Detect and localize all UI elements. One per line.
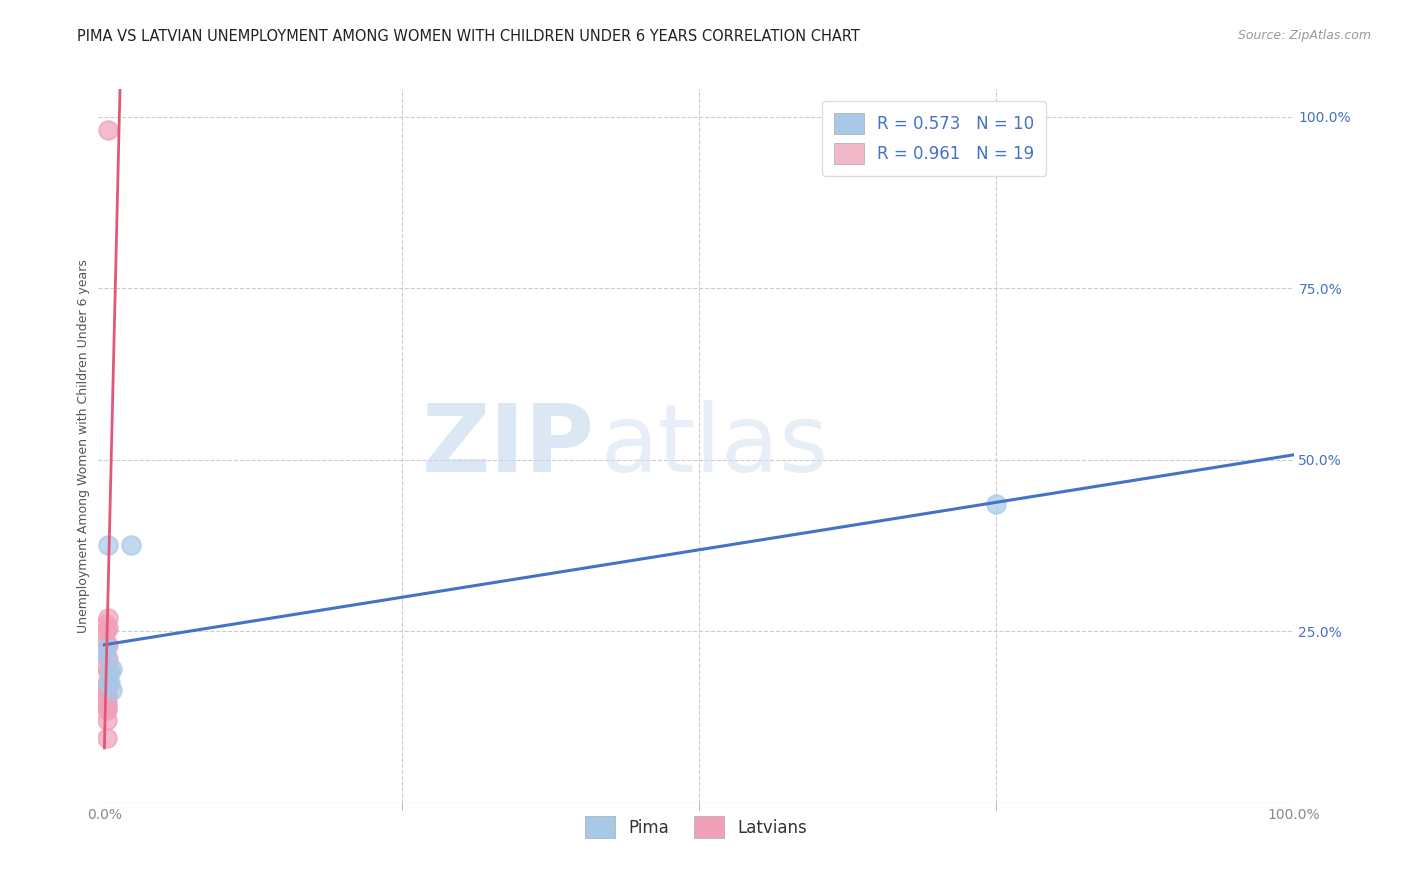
Point [96,699,118,714]
Point [94,658,117,673]
Point [96,714,118,728]
Legend: Pima, Latvians: Pima, Latvians [578,810,814,845]
Point [94,648,117,663]
Text: Source: ZipAtlas.com: Source: ZipAtlas.com [1237,29,1371,42]
Y-axis label: Unemployment Among Women with Children Under 6 years: Unemployment Among Women with Children U… [77,259,90,633]
Point [97,539,120,553]
Point [97,123,120,137]
Point [96,731,118,745]
Point [100,662,122,676]
Point [96,675,118,690]
Point [100,682,122,697]
Point [94,641,117,656]
Point [94,617,117,632]
Point [96,696,118,710]
Point [97,675,120,690]
Point [96,682,118,697]
Point [96,690,118,704]
Point [94,624,117,639]
Point [986,497,1008,511]
Point [97,621,120,635]
Point [97,638,120,652]
Point [97,665,120,680]
Point [94,686,117,700]
Text: PIMA VS LATVIAN UNEMPLOYMENT AMONG WOMEN WITH CHILDREN UNDER 6 YEARS CORRELATION: PIMA VS LATVIAN UNEMPLOYMENT AMONG WOMEN… [77,29,860,44]
Point [120,539,142,553]
Text: ZIP: ZIP [422,400,595,492]
Point [96,703,118,717]
Point [98,675,121,690]
Point [94,634,117,648]
Point [98,665,121,680]
Point [97,610,120,624]
Point [97,651,120,665]
Text: atlas: atlas [600,400,828,492]
